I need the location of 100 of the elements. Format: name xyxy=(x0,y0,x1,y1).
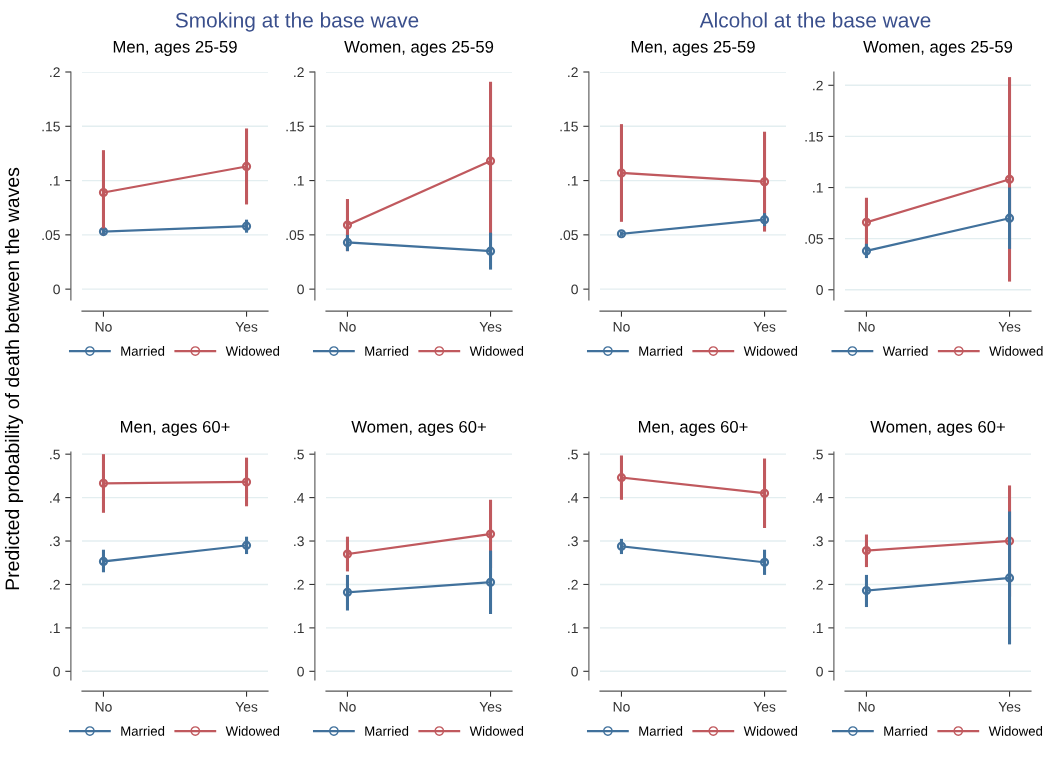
legend-label: Widowed xyxy=(743,726,798,736)
chart-title: Men, ages 25-59 xyxy=(631,40,755,57)
point xyxy=(616,473,627,483)
y-tick-label: .1 xyxy=(813,183,823,193)
y-tick-label: .1 xyxy=(568,176,578,186)
x-tick-label: No xyxy=(858,702,875,712)
y-tick-label: .2 xyxy=(294,579,304,590)
x-tick-label: No xyxy=(339,322,356,332)
point xyxy=(1004,536,1015,546)
y-tick-label: .2 xyxy=(568,579,578,590)
point xyxy=(759,488,770,498)
legend-label: Widowed xyxy=(225,346,280,356)
y-tick-label: .2 xyxy=(50,579,60,590)
y-tick-label: .2 xyxy=(813,80,823,91)
y-tick-label: .1 xyxy=(813,623,823,633)
point xyxy=(759,557,770,567)
chart-title: Women, ages 25-59 xyxy=(344,40,494,57)
y-tick-label: .1 xyxy=(294,623,304,633)
y-tick-label: .1 xyxy=(50,176,60,186)
legend-label: Married xyxy=(365,346,409,356)
y-tick-label: .1 xyxy=(50,623,60,633)
point xyxy=(485,577,496,587)
y-tick-label: 0 xyxy=(816,285,823,295)
point xyxy=(1004,573,1015,583)
point xyxy=(241,477,252,487)
y-tick-label: 0 xyxy=(297,666,304,677)
y-tick-label: .3 xyxy=(294,536,304,547)
x-tick-label: No xyxy=(95,702,112,712)
point xyxy=(485,156,496,166)
y-tick-label: .2 xyxy=(813,579,823,590)
legend-label: Married xyxy=(121,726,165,736)
legend-label: Widowed xyxy=(469,726,524,736)
point xyxy=(861,217,872,227)
y-tick-label: .5 xyxy=(50,449,60,460)
x-tick-label: Yes xyxy=(235,322,258,332)
y-tick-label: .4 xyxy=(50,493,61,503)
x-tick-label: Yes xyxy=(998,702,1021,712)
y-tick-label: 0 xyxy=(816,666,823,677)
point xyxy=(759,177,770,187)
point xyxy=(1004,174,1015,184)
point xyxy=(861,585,872,596)
point xyxy=(861,246,872,256)
legend-label: Married xyxy=(639,726,683,736)
point xyxy=(616,541,627,551)
legend-label: Married xyxy=(639,346,683,356)
legend-label: Widowed xyxy=(743,346,798,356)
chart-title: Women, ages 25-59 xyxy=(863,40,1013,57)
y-tick-label: 0 xyxy=(53,666,60,677)
point xyxy=(98,187,109,198)
point xyxy=(1004,213,1015,223)
x-tick-label: No xyxy=(339,702,356,712)
legend-label: Married xyxy=(884,726,928,736)
point xyxy=(485,529,496,539)
x-tick-label: No xyxy=(95,322,112,332)
x-tick-label: Yes xyxy=(235,702,258,712)
legend-label: Widowed xyxy=(988,726,1043,736)
y-tick-label: .3 xyxy=(50,536,60,547)
y-tick-label: .2 xyxy=(294,67,304,78)
point xyxy=(342,587,353,597)
y-tick-label: .05 xyxy=(42,230,60,241)
point xyxy=(98,556,109,567)
y-tick-label: 0 xyxy=(571,284,578,295)
y-tick-label: .3 xyxy=(568,536,578,547)
chart-title: Women, ages 60+ xyxy=(351,420,486,437)
x-tick-label: Yes xyxy=(479,702,502,712)
y-tick-label: .05 xyxy=(805,233,823,244)
y-tick-label: .1 xyxy=(294,176,304,186)
point xyxy=(759,215,770,225)
x-tick-label: No xyxy=(613,322,630,332)
chart-title: Men, ages 60+ xyxy=(121,420,230,437)
y-tick-label: .15 xyxy=(560,121,578,132)
y-tick-label: .5 xyxy=(294,449,304,460)
chart-title: Men, ages 60+ xyxy=(639,420,748,437)
y-tick-label: .2 xyxy=(568,67,578,78)
y-tick-label: 0 xyxy=(297,284,304,295)
legend-label: Widowed xyxy=(989,346,1043,356)
point xyxy=(861,546,872,556)
x-tick-label: Yes xyxy=(479,322,502,332)
legend-label: Widowed xyxy=(469,346,524,356)
point xyxy=(98,478,109,488)
legend-label: Warried xyxy=(882,346,928,356)
y-tick-label: .4 xyxy=(294,493,305,503)
text: Smoking at the base wave xyxy=(175,12,419,32)
x-tick-label: Yes xyxy=(753,322,776,332)
point xyxy=(241,221,252,231)
legend-label: Widowed xyxy=(225,726,280,736)
y-axis-title: Predicted probability of death between the waves xyxy=(4,167,24,590)
y-tick-label: .15 xyxy=(42,121,60,132)
text: Alcohol at the base wave xyxy=(699,12,931,28)
y-tick-label: 0 xyxy=(53,284,60,295)
chart-title: Women, ages 60+ xyxy=(870,420,1005,437)
y-tick-label: .05 xyxy=(560,230,578,241)
point xyxy=(342,237,353,248)
y-tick-label: .5 xyxy=(813,449,823,460)
y-tick-label: .1 xyxy=(568,623,578,633)
point xyxy=(342,549,353,559)
x-tick-label: No xyxy=(858,322,875,332)
point xyxy=(241,540,252,550)
legend-label: Married xyxy=(121,346,165,356)
point xyxy=(342,220,353,230)
